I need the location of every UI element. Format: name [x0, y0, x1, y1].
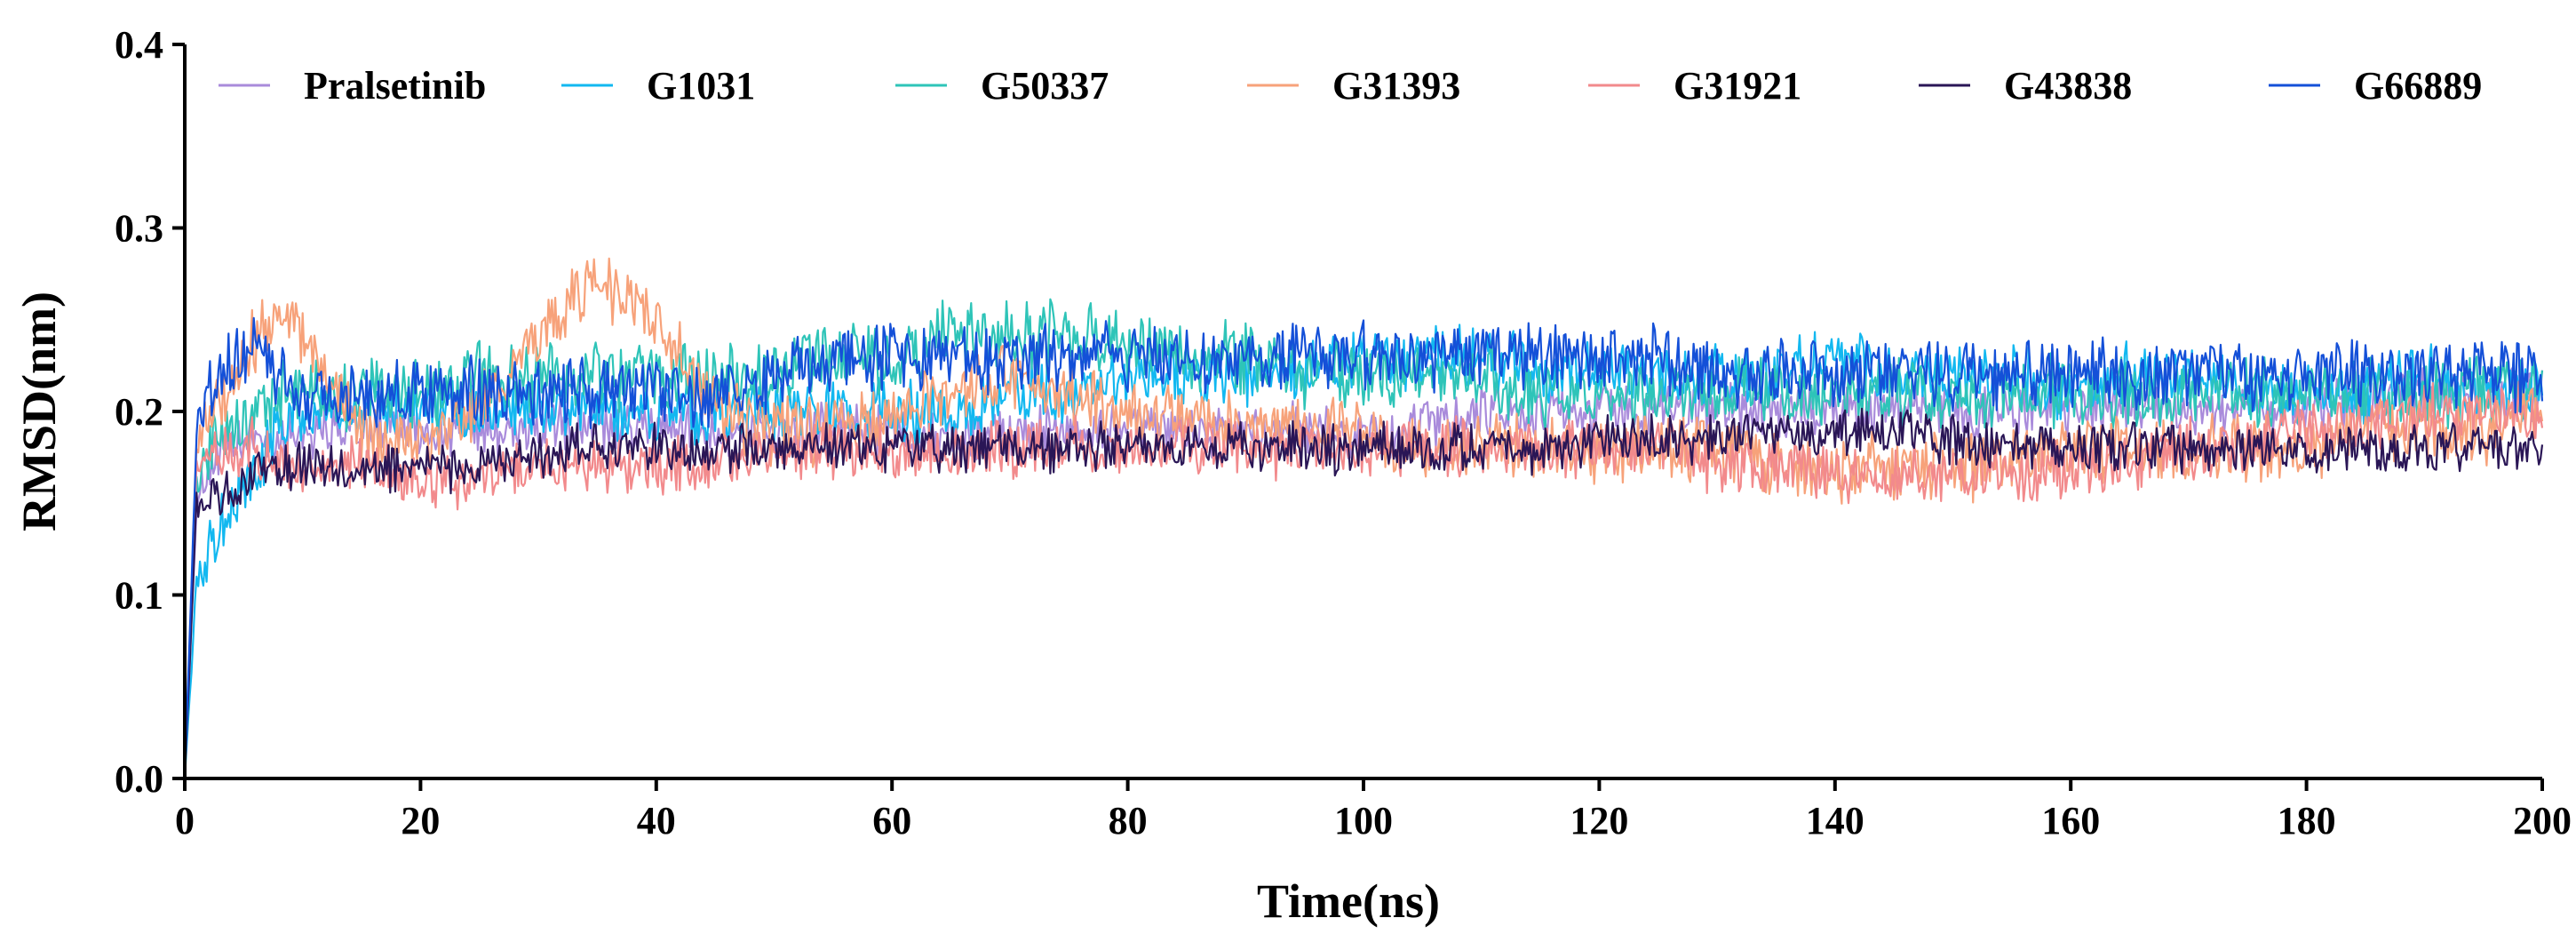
x-tick-label: 20: [401, 799, 440, 842]
y-tick-label: 0.3: [115, 207, 163, 251]
legend-label-g1031: G1031: [647, 64, 755, 108]
x-tick-label: 140: [1806, 799, 1864, 842]
series-layer: [183, 257, 2544, 779]
series-line-g43838: [183, 407, 2544, 779]
y-tick-label: 0.4: [115, 23, 163, 67]
y-axis-title: RMSD(nm): [12, 291, 66, 531]
series-line-pralsetinib: [183, 367, 2544, 779]
legend-label-g50337: G50337: [981, 64, 1109, 108]
y-tick-label: 0.1: [115, 574, 163, 618]
axes: [172, 43, 2544, 791]
legend-label-g43838: G43838: [2004, 64, 2132, 108]
x-axis-title: Time(ns): [1257, 874, 1440, 928]
x-tick-label: 60: [872, 799, 911, 842]
tick-labels: 0 20 40 60 80 100 120 140 160 180 200 0.0 0.1 0.2 0.3 0…: [115, 23, 2572, 842]
y-tick-label: 0.2: [115, 390, 163, 434]
x-tick-label: 100: [1334, 799, 1393, 842]
x-tick-label: 200: [2513, 799, 2572, 842]
series-line-g66889: [183, 316, 2544, 779]
x-tick-label: 0: [175, 799, 195, 842]
y-tick-label: 0.0: [115, 757, 163, 801]
x-tick-label: 180: [2278, 799, 2336, 842]
legend-label-g31921: G31921: [1674, 64, 1801, 108]
series-line-g50337: [183, 298, 2544, 779]
x-tick-label: 120: [1570, 799, 1628, 842]
legend: Pralsetinib G1031 G50337 G31393 G31921 G43838…: [219, 64, 2482, 108]
legend-label-g31393: G31393: [1332, 64, 1460, 108]
x-tick-label: 160: [2041, 799, 2100, 842]
legend-label-pralsetinib: Pralsetinib: [304, 64, 486, 108]
legend-label-g66889: G66889: [2354, 64, 2482, 108]
x-tick-label: 40: [637, 799, 676, 842]
x-tick-label: 80: [1109, 799, 1148, 842]
